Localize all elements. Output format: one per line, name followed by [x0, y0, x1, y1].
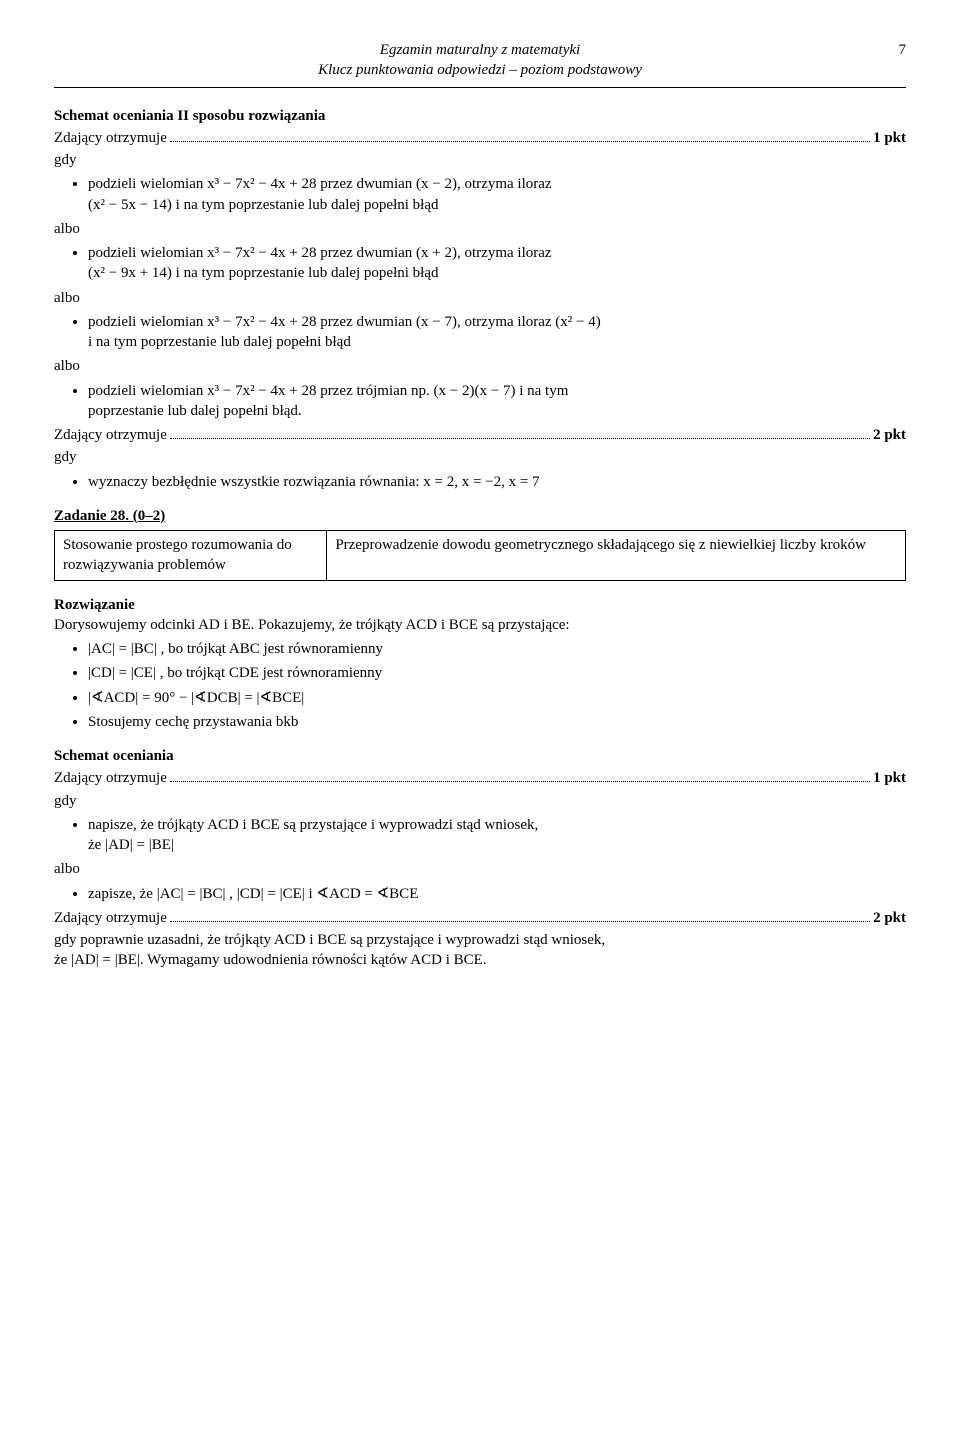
solution-title: Rozwiązanie: [54, 595, 906, 615]
task-28: Zadanie 28. (0–2) Stosowanie prostego ro…: [54, 506, 906, 581]
grading-list-2: zapisze, że |AC| = |BC| , |CD| = |CE| i …: [88, 884, 906, 904]
header-line-1: Egzamin maturalny z matematyki: [54, 40, 906, 60]
page-number: 7: [899, 40, 907, 60]
albo-label: albo: [54, 219, 906, 239]
albo-label: albo: [54, 356, 906, 376]
grading-item: napisze, że trójkąty ACD i BCE są przyst…: [88, 815, 906, 856]
criterion-cont: (x² − 9x + 14) i na tym poprzestanie lub…: [88, 263, 906, 283]
grading-list-1: napisze, że trójkąty ACD i BCE są przyst…: [88, 815, 906, 856]
criterion-item: podzieli wielomian x³ − 7x² − 4x + 28 pr…: [88, 174, 906, 215]
criterion-cont: (x² − 5x − 14) i na tym poprzestanie lub…: [88, 195, 906, 215]
criteria-list-2: podzieli wielomian x³ − 7x² − 4x + 28 pr…: [88, 243, 906, 284]
points-line-1: Zdający otrzymuje 1 pkt: [54, 128, 906, 148]
header-rule: [54, 87, 906, 88]
points-value: 1 pkt: [873, 768, 906, 788]
solution-list: |AC| = |BC| , bo trójkąt ABC jest równor…: [88, 639, 906, 732]
page-header: Egzamin maturalny z matematyki Klucz pun…: [54, 40, 906, 81]
criterion-text: podzieli wielomian x³ − 7x² − 4x + 28 pr…: [88, 314, 601, 330]
points-label: Zdający otrzymuje: [54, 425, 167, 445]
section-title: Schemat oceniania II sposobu rozwiązania: [54, 106, 906, 126]
albo-label: albo: [54, 859, 906, 879]
points-value: 1 pkt: [873, 128, 906, 148]
criterion-item: wyznaczy bezbłędnie wszystkie rozwiązani…: [88, 472, 906, 492]
criteria-list-1: podzieli wielomian x³ − 7x² − 4x + 28 pr…: [88, 174, 906, 215]
criterion-text: podzieli wielomian x³ − 7x² − 4x + 28 pr…: [88, 245, 552, 261]
dotted-fill: [170, 910, 870, 922]
solution-item: |∢ACD| = 90° − |∢DCB| = |∢BCE|: [88, 688, 906, 708]
points-line-4: Zdający otrzymuje 2 pkt: [54, 908, 906, 928]
points-line-2: Zdający otrzymuje 2 pkt: [54, 425, 906, 445]
points-value: 2 pkt: [873, 425, 906, 445]
solution-item: |CD| = |CE| , bo trójkąt CDE jest równor…: [88, 663, 906, 683]
criterion-cont: poprzestanie lub dalej popełni błąd.: [88, 401, 906, 421]
grading-tail-2: że |AD| = |BE|. Wymagamy udowodnienia ró…: [54, 950, 906, 970]
solution-item: |AC| = |BC| , bo trójkąt ABC jest równor…: [88, 639, 906, 659]
grading-title: Schemat oceniania: [54, 746, 906, 766]
dotted-fill: [170, 771, 870, 783]
solution-intro: Dorysowujemy odcinki AD i BE. Pokazujemy…: [54, 615, 906, 635]
grading-scheme-2: Schemat oceniania II sposobu rozwiązania…: [54, 106, 906, 492]
grading-tail-1: gdy poprawnie uzasadni, że trójkąty ACD …: [54, 930, 906, 950]
criterion-item: podzieli wielomian x³ − 7x² − 4x + 28 pr…: [88, 243, 906, 284]
task-heading: Zadanie 28. (0–2): [54, 506, 906, 526]
points-value: 2 pkt: [873, 908, 906, 928]
solution-item: Stosujemy cechę przystawania bkb: [88, 712, 906, 732]
criterion-item: podzieli wielomian x³ − 7x² − 4x + 28 pr…: [88, 381, 906, 422]
criteria-list-5: wyznaczy bezbłędnie wszystkie rozwiązani…: [88, 472, 906, 492]
solution-section: Rozwiązanie Dorysowujemy odcinki AD i BE…: [54, 595, 906, 733]
criteria-list-3: podzieli wielomian x³ − 7x² − 4x + 28 pr…: [88, 312, 906, 353]
criterion-text: podzieli wielomian x³ − 7x² − 4x + 28 pr…: [88, 176, 552, 192]
gdy-label: gdy: [54, 447, 906, 467]
grading-item: zapisze, że |AC| = |BC| , |CD| = |CE| i …: [88, 884, 906, 904]
gdy-label: gdy: [54, 791, 906, 811]
criterion-cont: i na tym poprzestanie lub dalej popełni …: [88, 332, 906, 352]
points-label: Zdający otrzymuje: [54, 128, 167, 148]
points-label: Zdający otrzymuje: [54, 908, 167, 928]
dotted-fill: [170, 130, 870, 142]
criterion-item: podzieli wielomian x³ − 7x² − 4x + 28 pr…: [88, 312, 906, 353]
criteria-list-4: podzieli wielomian x³ − 7x² − 4x + 28 pr…: [88, 381, 906, 422]
header-line-2: Klucz punktowania odpowiedzi – poziom po…: [54, 60, 906, 80]
albo-label: albo: [54, 288, 906, 308]
points-label: Zdający otrzymuje: [54, 768, 167, 788]
criterion-text: podzieli wielomian x³ − 7x² − 4x + 28 pr…: [88, 383, 568, 399]
dotted-fill: [170, 428, 870, 440]
task-table: Stosowanie prostego rozumowania do rozwi…: [54, 530, 906, 581]
grading-section: Schemat oceniania Zdający otrzymuje 1 pk…: [54, 746, 906, 971]
task-left-cell: Stosowanie prostego rozumowania do rozwi…: [55, 531, 327, 581]
grading-text: napisze, że trójkąty ACD i BCE są przyst…: [88, 817, 538, 833]
grading-cont: że |AD| = |BE|: [88, 835, 906, 855]
points-line-3: Zdający otrzymuje 1 pkt: [54, 768, 906, 788]
gdy-label: gdy: [54, 150, 906, 170]
task-right-cell: Przeprowadzenie dowodu geometrycznego sk…: [327, 531, 906, 581]
